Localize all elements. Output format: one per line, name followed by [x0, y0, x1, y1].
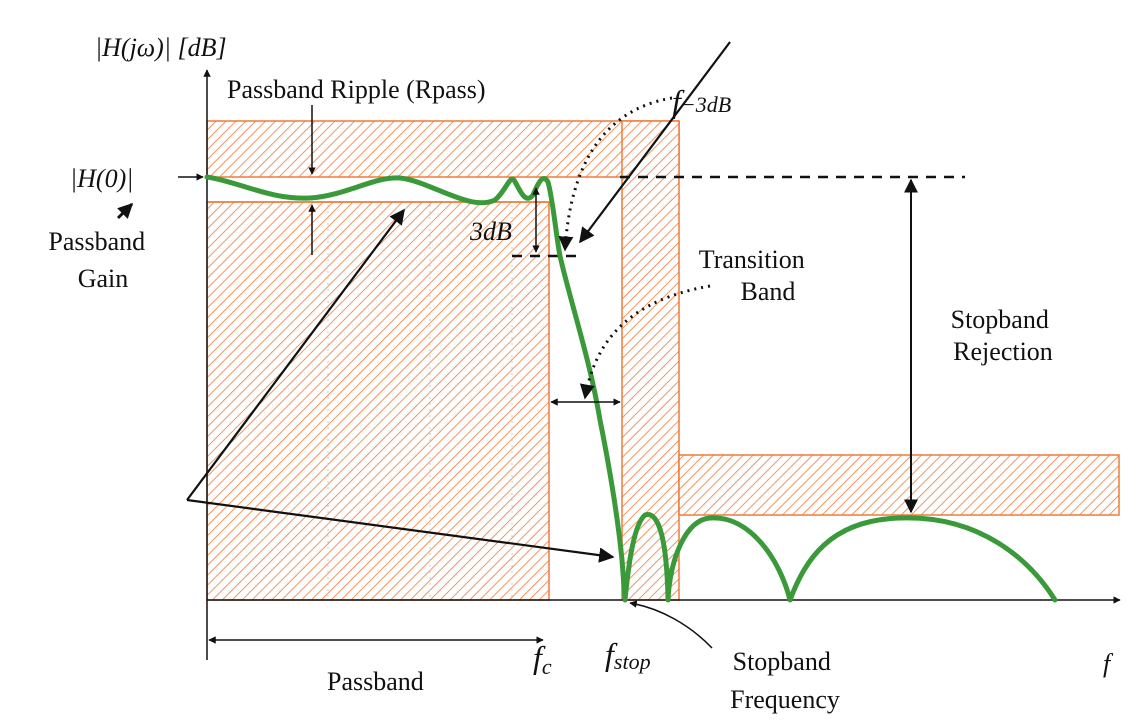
- pointer-line-ripple: [186, 208, 405, 501]
- reference-lines: [512, 175, 965, 258]
- pointer-lines: [186, 41, 731, 563]
- three-db-label: 3dB: [469, 217, 512, 246]
- stopband-rejection-label: Stopband Rejection: [951, 305, 1056, 366]
- transition-dotted-arrow: [579, 284, 711, 400]
- transition-forbidden-region: [621, 120, 680, 601]
- pointer-line-fstop: [186, 498, 615, 563]
- f3db-label: f−3dB: [672, 83, 731, 119]
- axes: [203, 69, 1121, 660]
- passband-ripple-label: Passband Ripple (Rpass): [227, 75, 486, 104]
- passband-gain-arrow: [116, 202, 134, 220]
- x-axis-label: f: [1103, 649, 1114, 678]
- passband-forbidden-region: [206, 201, 550, 601]
- stopband-frequency-arrow: [629, 600, 713, 649]
- stopband-forbidden-region: [678, 454, 1120, 516]
- fc-label: fc: [533, 639, 552, 679]
- annotation-arrows: [116, 96, 918, 649]
- stopband-frequency-label: Stopband Frequency: [730, 647, 840, 714]
- passband-ripple-band: [206, 120, 680, 178]
- passband-gain-label: Passband Gain: [48, 227, 151, 293]
- pointer-line-diagonal: [579, 41, 731, 244]
- hatched-regions: [206, 120, 1120, 601]
- fstop-label: fstop: [605, 636, 651, 674]
- y-axis-label: |H(jω)| [dB]: [95, 33, 227, 62]
- filter-response-curve: [204, 174, 1058, 603]
- h0-label: |H(0)|: [70, 164, 133, 193]
- passband-label: Passband: [327, 667, 424, 696]
- transition-band-label: Transition Band: [699, 245, 811, 306]
